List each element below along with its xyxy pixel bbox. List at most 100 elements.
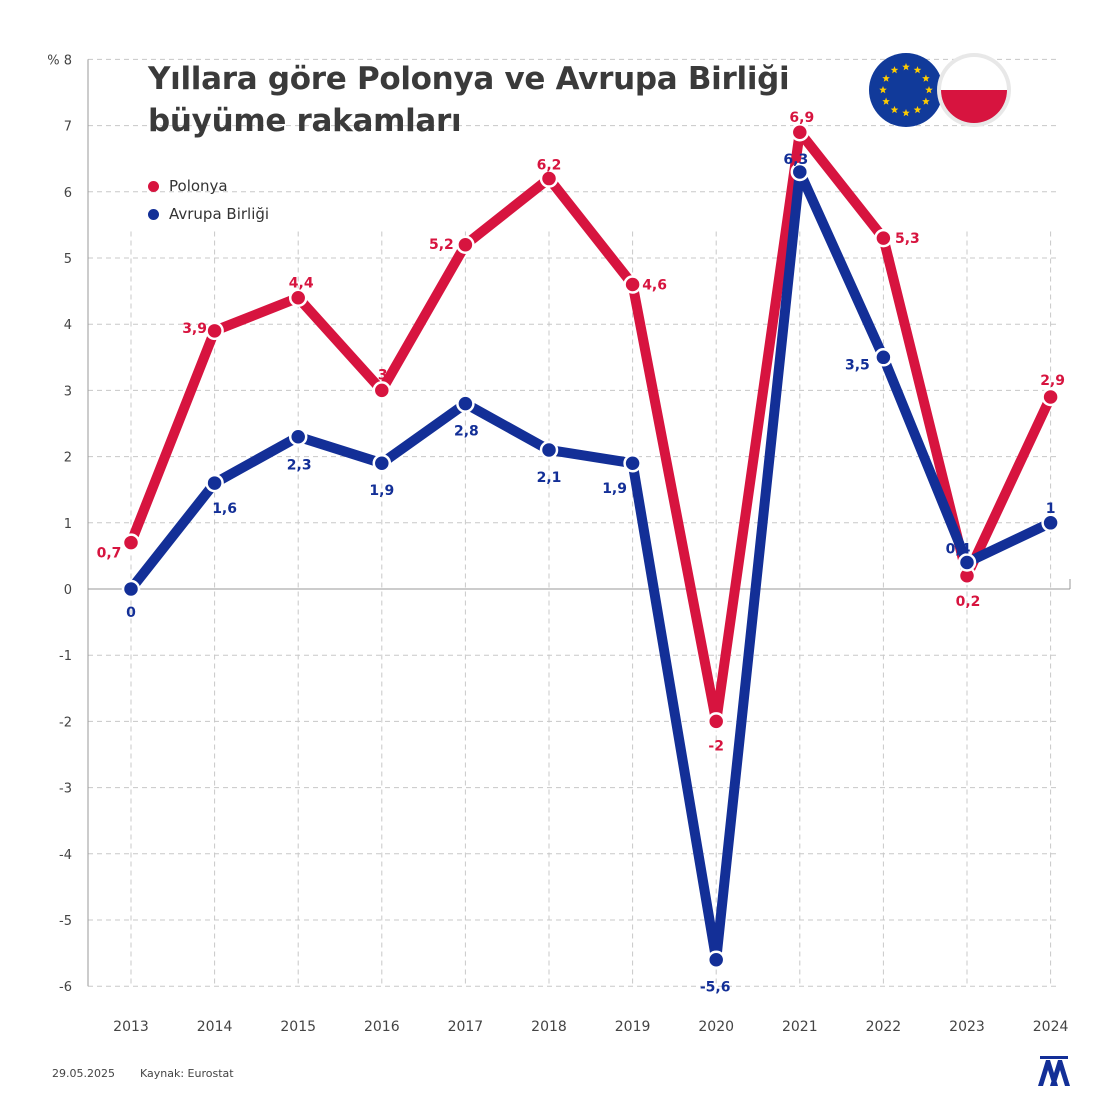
data-point-eu <box>121 579 141 599</box>
data-label-eu: -5,6 <box>700 980 731 996</box>
x-tick-label: 2014 <box>197 1019 233 1035</box>
data-label-layer: 0,7 3,9 4,4 3 5,2 6,2 4,6 -2 6,9 5,3 0,2 2,9 0 1,6 2,3… <box>97 110 1065 996</box>
x-tick-label: 2022 <box>866 1019 902 1035</box>
data-point-eu <box>874 348 893 367</box>
eu-star-icon <box>922 74 930 82</box>
legend-dot-eu <box>148 208 159 220</box>
data-label-eu: 3,5 <box>845 357 870 373</box>
y-tick-label: 6 <box>64 186 72 201</box>
footer-source: Kaynak: Eurostat <box>140 1067 234 1080</box>
series-line-eu <box>126 166 1056 965</box>
x-tick-label: 2019 <box>615 1019 651 1035</box>
y-tick-label: 1 <box>64 517 72 532</box>
series-layer <box>121 122 1060 969</box>
y-tick-label: -5 <box>59 914 72 929</box>
series-line-poland <box>126 127 1056 727</box>
data-label-eu: 0,4 <box>946 542 971 558</box>
y-tick-label: 5 <box>64 252 72 267</box>
eu-star-icon <box>890 66 899 74</box>
data-point-eu <box>790 162 810 182</box>
data-point-eu <box>205 473 224 493</box>
data-point-poland <box>790 122 810 142</box>
legend-item-eu: Avrupa Birliği <box>148 200 269 228</box>
data-point-poland <box>539 169 559 188</box>
x-tick-label: 2017 <box>448 1019 484 1035</box>
data-point-eu <box>539 440 559 460</box>
legend-item-poland: Polonya <box>148 172 269 200</box>
x-tick-label: 2021 <box>782 1019 818 1035</box>
data-label-poland: 4,6 <box>642 277 667 293</box>
title-line-1: Yıllara göre Polonya ve Avrupa Birliği <box>148 61 790 97</box>
axis-layer: -6 -5 -4 -3 -2 -1 0 1 2 3 4 5 6 7 % 8 2013 2014 2015 2016 2… <box>47 53 1071 1035</box>
data-point-poland <box>288 288 308 307</box>
data-label-poland: 3 <box>378 367 388 383</box>
aa-logo-icon <box>1038 1056 1070 1086</box>
data-label-eu: 1 <box>1046 501 1056 517</box>
data-label-poland: -2 <box>708 738 724 754</box>
data-point-eu <box>1041 513 1060 533</box>
data-point-poland <box>205 321 224 341</box>
title-line-2: büyüme rakamları <box>148 103 462 139</box>
data-point-poland <box>623 275 642 294</box>
data-label-eu: 0 <box>126 605 136 621</box>
data-label-poland: 0,7 <box>97 546 122 562</box>
y-tick-label: -1 <box>59 649 72 664</box>
y-tick-label: -3 <box>59 782 72 797</box>
data-label-poland: 4,4 <box>289 276 314 292</box>
y-tick-label: 0 <box>64 583 72 598</box>
data-point-eu <box>706 950 726 969</box>
x-tick-label: 2024 <box>1033 1019 1069 1035</box>
data-point-poland <box>874 228 893 248</box>
data-label-eu: 2,8 <box>454 424 479 440</box>
eu-star-icon <box>913 105 922 114</box>
legend-label-poland: Polonya <box>169 177 228 195</box>
legend-dot-poland <box>148 180 159 192</box>
eu-star-icon <box>925 86 933 94</box>
data-label-poland: 3,9 <box>182 321 207 337</box>
chart-title: Yıllara göre Polonya ve Avrupa Birliği b… <box>148 58 790 142</box>
legend: Polonya Avrupa Birliği <box>148 172 269 228</box>
data-point-poland <box>372 381 392 400</box>
data-point-eu <box>456 394 475 413</box>
data-label-eu: 1,9 <box>369 483 394 499</box>
y-tick-label: % 8 <box>47 53 72 68</box>
x-tick-label: 2018 <box>531 1019 567 1035</box>
footer-date: 29.05.2025 <box>52 1067 115 1080</box>
poland-flag-icon <box>937 53 1011 127</box>
data-point-poland <box>456 235 475 255</box>
data-label-eu: 1,6 <box>212 501 237 517</box>
data-label-eu: 2,1 <box>537 470 562 486</box>
data-point-eu <box>623 453 642 473</box>
x-tick-label: 2016 <box>364 1019 400 1035</box>
data-label-eu: 6,3 <box>783 152 808 168</box>
x-tick-label: 2013 <box>113 1019 149 1035</box>
data-point-poland <box>1041 387 1060 407</box>
data-label-poland: 6,9 <box>789 110 814 126</box>
y-tick-label: 7 <box>64 120 72 135</box>
y-tick-label: -2 <box>59 715 72 730</box>
data-label-poland: 5,3 <box>895 231 920 247</box>
data-label-eu: 2,3 <box>287 458 312 474</box>
eu-star-icon <box>922 97 930 105</box>
data-point-poland <box>706 712 726 731</box>
eu-star-icon <box>882 74 890 82</box>
data-point-eu <box>288 427 308 446</box>
data-label-poland: 5,2 <box>429 237 454 253</box>
eu-star-icon <box>902 109 910 117</box>
eu-flag-icon <box>869 53 943 127</box>
data-label-poland: 2,9 <box>1040 373 1065 389</box>
eu-star-icon <box>913 66 922 74</box>
y-tick-label: 2 <box>64 451 72 466</box>
data-label-eu: 1,9 <box>602 481 627 497</box>
legend-label-eu: Avrupa Birliği <box>169 205 270 223</box>
data-point-poland <box>121 533 141 552</box>
x-tick-label: 2020 <box>698 1019 734 1035</box>
eu-star-icon <box>879 86 887 94</box>
y-tick-label: -6 <box>59 980 72 995</box>
data-point-eu <box>957 553 977 572</box>
data-label-poland: 6,2 <box>537 158 562 174</box>
x-tick-label: 2015 <box>280 1019 316 1035</box>
data-point-eu <box>372 453 392 473</box>
flags <box>869 53 1011 127</box>
